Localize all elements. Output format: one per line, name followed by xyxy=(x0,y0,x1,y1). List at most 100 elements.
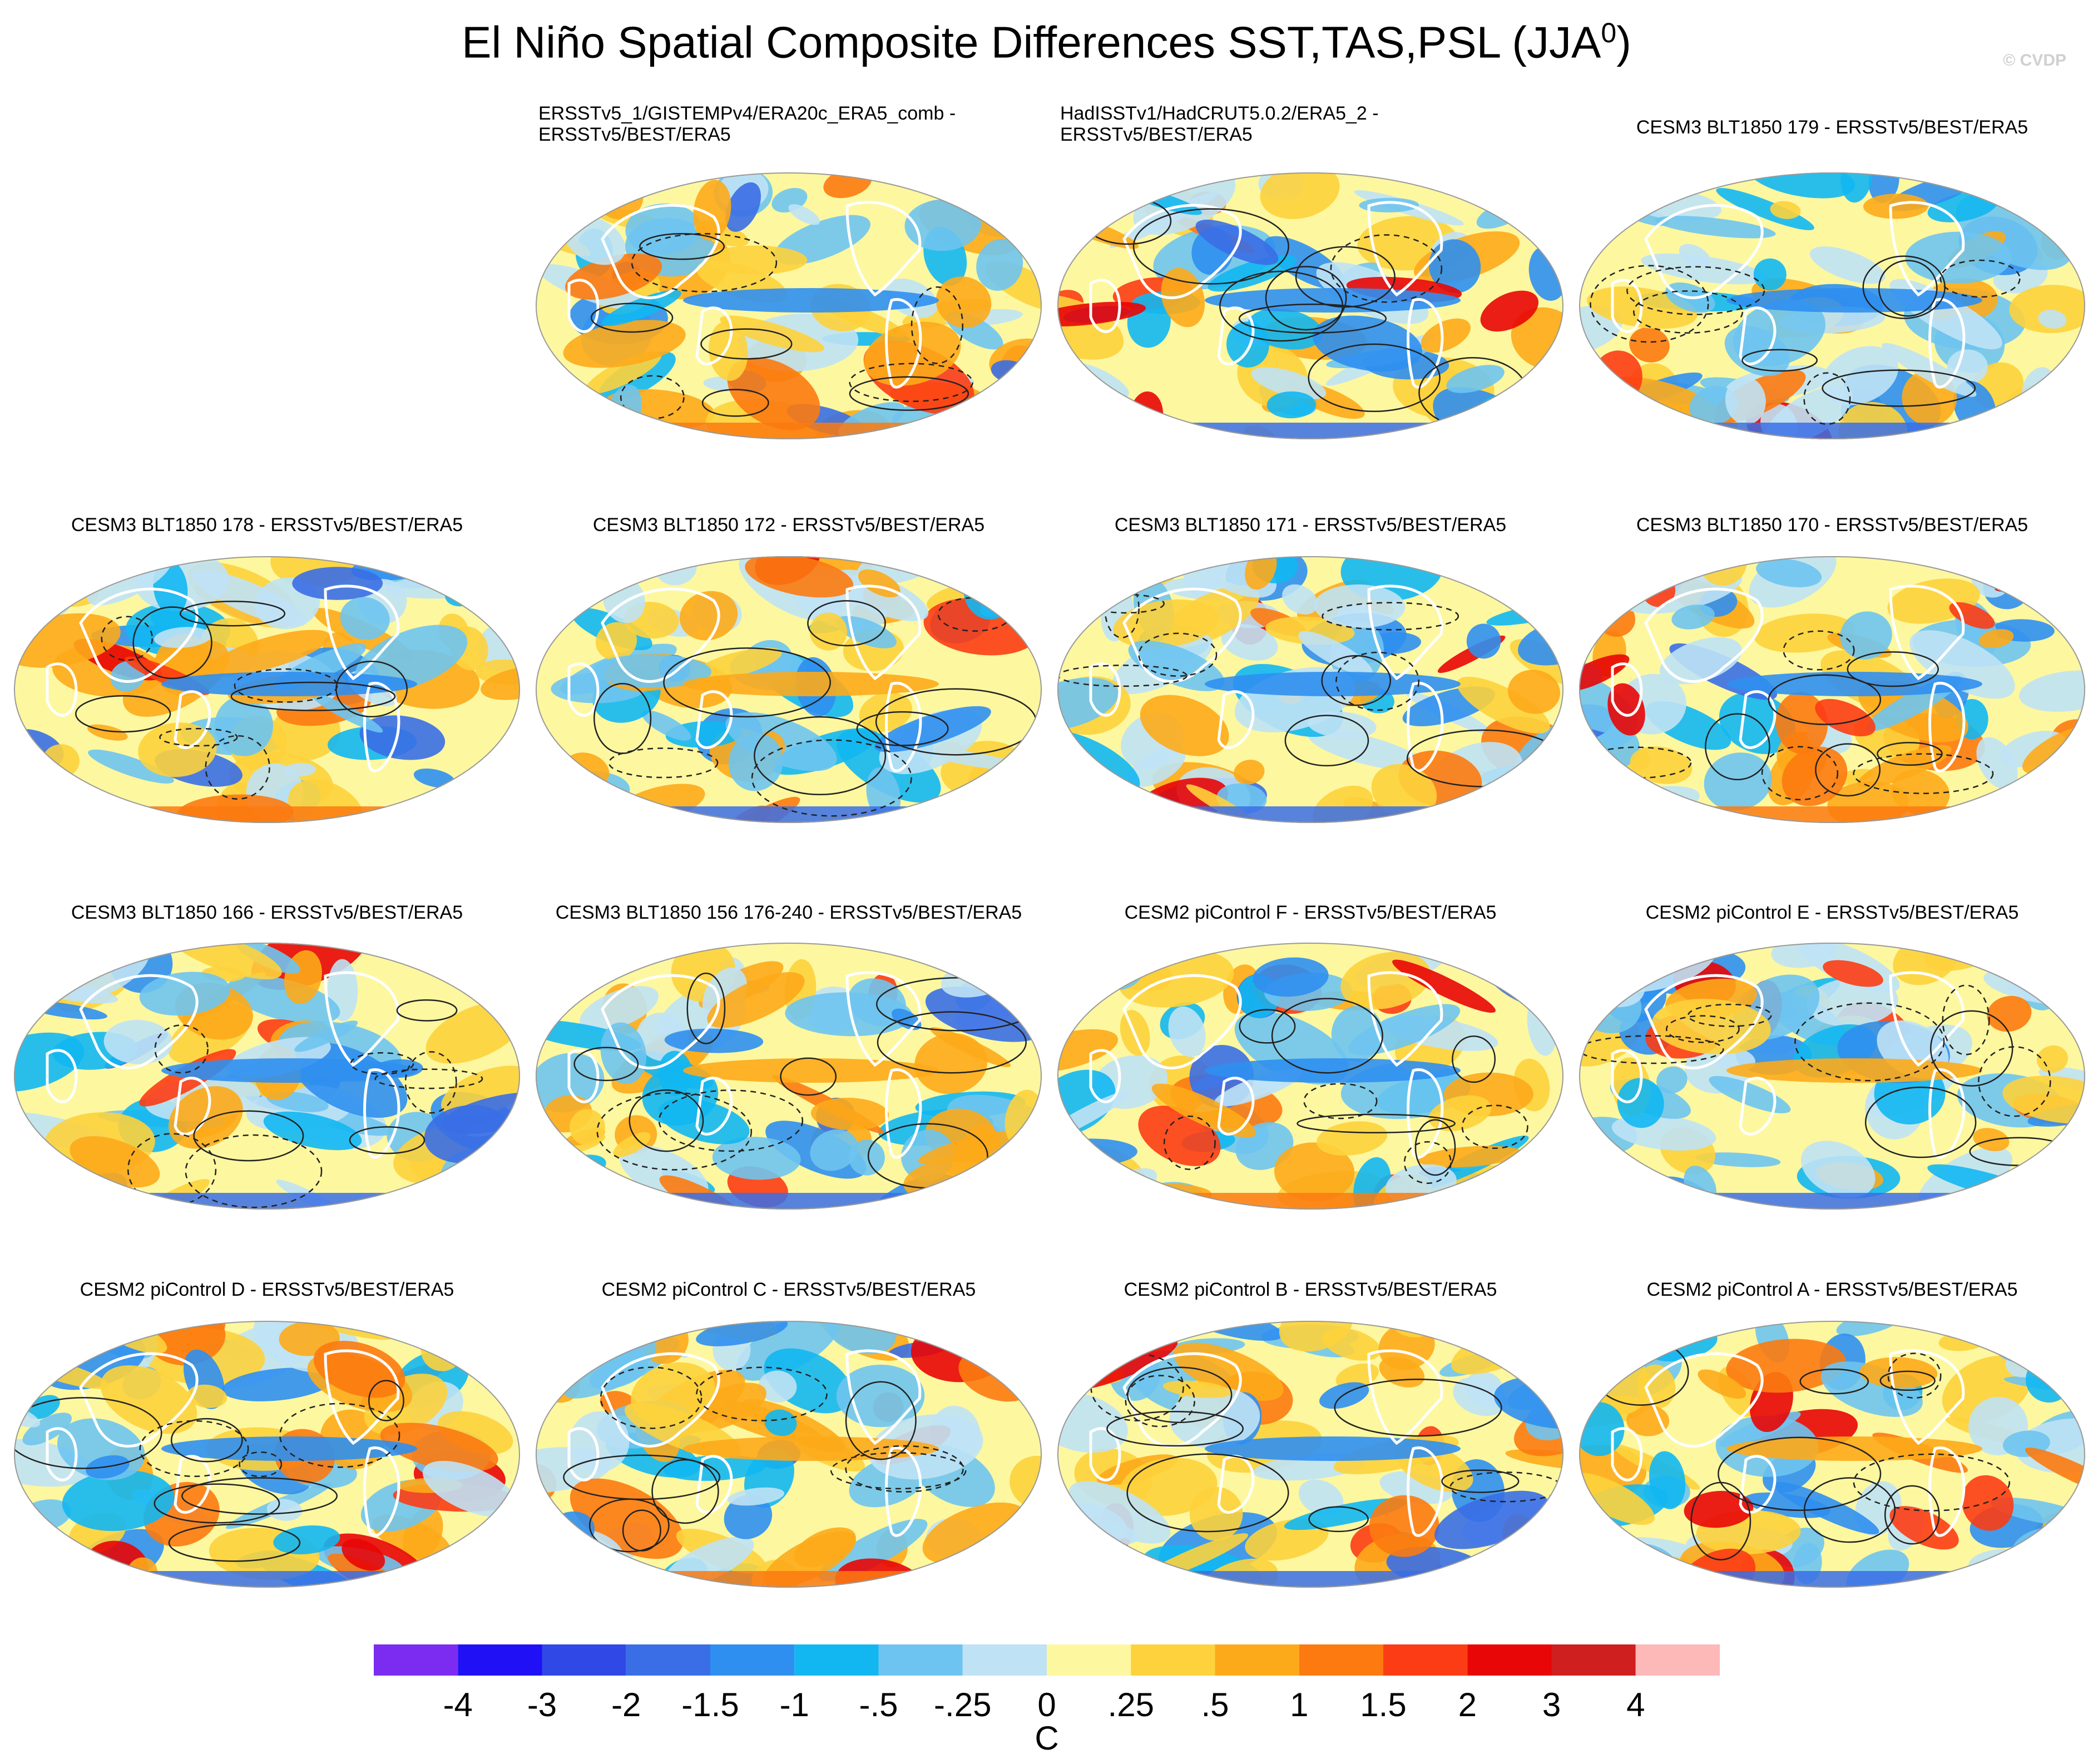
psl-contour-positive xyxy=(1239,1009,1296,1044)
anomaly-patch xyxy=(1733,299,1825,367)
map-outline xyxy=(1057,172,1563,439)
coastline xyxy=(1928,1446,1966,1537)
anomaly-patch xyxy=(167,943,282,979)
map-outline xyxy=(1579,172,2085,439)
coastline xyxy=(695,1077,733,1136)
coastline xyxy=(885,1446,922,1537)
coastline xyxy=(1739,690,1777,749)
anomaly-patch xyxy=(976,239,1023,291)
colorbar-swatch xyxy=(1467,1644,1552,1676)
anomaly-patch xyxy=(313,1341,405,1398)
colorbar-swatch xyxy=(1299,1644,1383,1676)
panel-title: CESM2 piControl C - ERSSTv5/BEST/ERA5 xyxy=(533,1279,1045,1300)
psl-contour-negative xyxy=(1939,259,2021,298)
psl-contour-positive xyxy=(639,232,725,260)
anomaly-patch xyxy=(441,1066,520,1118)
anomaly-patch xyxy=(1265,616,1355,645)
psl-contour-positive xyxy=(168,1524,301,1562)
psl-contour-negative xyxy=(1322,602,1459,631)
coastline xyxy=(1611,1049,1643,1103)
panel-title-line: ERSSTv5_1/GISTEMPv4/ERA20c_ERA5_comb - xyxy=(538,103,956,124)
anomaly-patch xyxy=(1057,1029,1119,1073)
coastline xyxy=(601,587,720,683)
psl-contour-negative xyxy=(1125,1375,1195,1428)
psl-contour-positive xyxy=(845,1381,917,1460)
colorbar-tick-label: 2 xyxy=(1458,1686,1477,1723)
colorbar-swatch xyxy=(794,1644,879,1676)
anomaly-patch xyxy=(1725,376,1766,425)
psl-contour-negative xyxy=(1978,1046,2051,1117)
anomaly-patch xyxy=(227,975,340,1024)
anomaly-patch xyxy=(592,654,712,688)
psl-contour-positive xyxy=(780,1057,837,1096)
anomaly-patch xyxy=(745,556,854,598)
psl-contour-positive xyxy=(181,1477,338,1515)
anomaly-patch xyxy=(631,1362,716,1427)
coastline xyxy=(1089,1049,1121,1103)
anomaly-patch xyxy=(1579,1472,1655,1525)
panel-title-line: CESM2 piControl A - ERSSTv5/BEST/ERA5 xyxy=(1646,1279,2018,1300)
psl-contour-negative xyxy=(159,727,238,747)
panel-title: CESM2 piControl A - ERSSTv5/BEST/ERA5 xyxy=(1576,1279,2088,1300)
anomaly-patch xyxy=(1859,1357,1938,1389)
anomaly-patch xyxy=(1909,630,2015,699)
anomaly-patch xyxy=(1709,1076,1791,1113)
anomaly-patch xyxy=(1655,216,1776,239)
colorbar-tick-label: 1 xyxy=(1290,1686,1309,1723)
panel-title-line: CESM3 BLT1850 179 - ERSSTv5/BEST/ERA5 xyxy=(1636,117,2028,138)
coastline xyxy=(845,584,922,681)
anomaly-patch xyxy=(340,597,390,640)
psl-contour-negative xyxy=(1803,372,1851,425)
map-panel xyxy=(1579,943,2085,1210)
map-panel xyxy=(1579,1321,2085,1588)
anomaly-patch xyxy=(154,627,211,648)
anomaly-patch xyxy=(1453,1377,1507,1416)
map-panel xyxy=(536,556,1042,823)
psl-contour-negative xyxy=(696,1366,828,1421)
anomaly-patch xyxy=(1671,604,1715,630)
anomaly-patch xyxy=(2037,1045,2069,1073)
psl-contour-positive xyxy=(1864,1086,1977,1158)
anomaly-patch xyxy=(1466,623,1501,659)
map-panel xyxy=(536,1321,1042,1588)
anomaly-patch xyxy=(709,321,748,381)
anomaly-patch xyxy=(536,1053,605,1113)
colorbar-tick-label: 0 xyxy=(1037,1686,1056,1723)
psl-contour-negative xyxy=(1761,746,1839,801)
map-panel xyxy=(14,943,520,1210)
anomaly-patch xyxy=(811,1097,889,1131)
psl-contour-positive xyxy=(1414,1119,1456,1176)
anomaly-patch xyxy=(1371,764,1437,820)
colorbar-swatch xyxy=(1383,1644,1468,1676)
psl-contour-negative xyxy=(139,1420,249,1477)
psl-contour-negative xyxy=(1887,1352,1942,1399)
anomaly-patch xyxy=(2002,1076,2085,1124)
anomaly-patch xyxy=(1314,584,1406,628)
coastline xyxy=(1928,298,1966,389)
anomaly-patch xyxy=(139,972,231,1016)
anomaly-patch xyxy=(1961,1475,2014,1531)
anomaly-patch xyxy=(294,1020,358,1052)
anomaly-patch xyxy=(1162,1380,1233,1398)
coastline xyxy=(363,1446,400,1537)
psl-contour-negative xyxy=(1403,1141,1452,1184)
anomaly-patch xyxy=(642,710,691,741)
anomaly-patch xyxy=(1480,290,1538,332)
coastline xyxy=(1217,306,1255,365)
anomaly-patch xyxy=(849,1139,885,1176)
panel-title: CESM2 piControl F - ERSSTv5/BEST/ERA5 xyxy=(1055,902,1566,923)
psl-contour-negative xyxy=(1665,1015,1740,1043)
coastline xyxy=(1611,662,1643,717)
anomaly-patch xyxy=(1649,1451,1686,1509)
anomaly-patch xyxy=(565,253,662,300)
coastline xyxy=(601,974,720,1069)
anomaly-patch xyxy=(355,625,468,692)
anomaly-patch xyxy=(1978,629,2014,648)
coastline xyxy=(1644,1352,1764,1448)
psl-contour-positive xyxy=(588,1498,670,1553)
anomaly-patch xyxy=(563,320,686,368)
panel-title-line: CESM3 BLT1850 170 - ERSSTv5/BEST/ERA5 xyxy=(1636,514,2028,536)
anomaly-patch xyxy=(191,569,307,627)
coastline xyxy=(1889,584,1965,681)
